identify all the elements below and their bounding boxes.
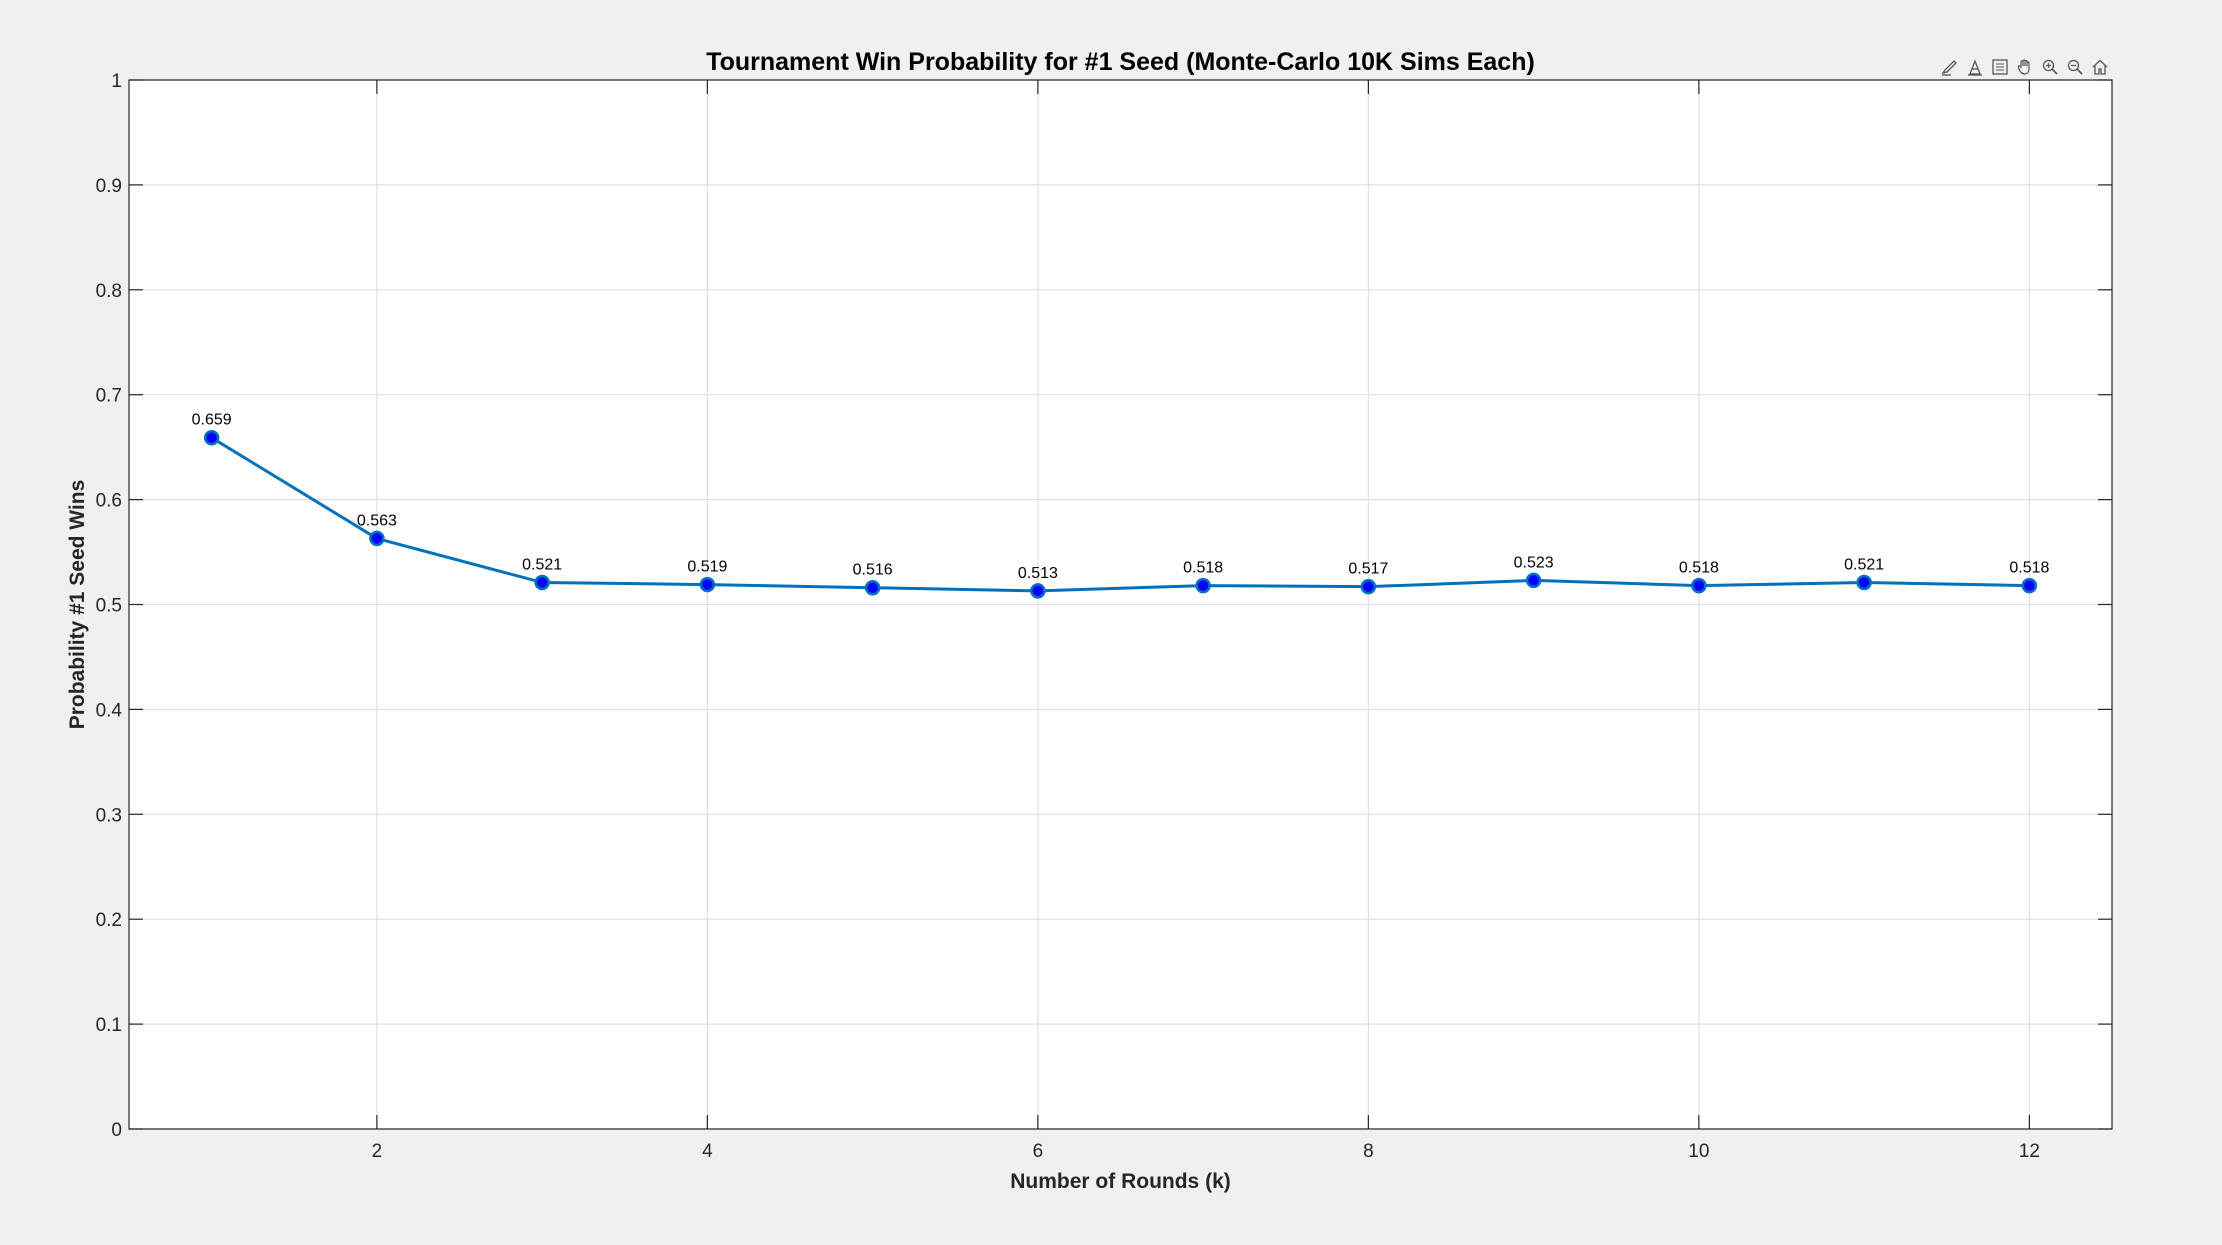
x-tick-label: 8 — [1363, 1141, 1374, 1162]
data-point[interactable] — [1856, 574, 1872, 591]
data-point[interactable] — [1691, 577, 1707, 594]
data-label: 0.521 — [522, 556, 562, 573]
y-tick-label: 0.6 — [96, 491, 122, 512]
data-point[interactable] — [864, 579, 881, 596]
tick-labels: 2 4 6 8 10 12 0 0.1 0.2 0.3 0.4 0.5 0.6 0.7 0.8 0.9 1 — [96, 71, 2040, 1162]
axis-ticks — [129, 79, 2112, 1130]
legend-toggle-icon[interactable] — [1988, 56, 2011, 78]
zoom-out-icon[interactable] — [2063, 56, 2086, 78]
axes-toolbar — [1938, 56, 2111, 78]
y-axis-label: Probability #1 Seed Wins — [66, 480, 89, 730]
data-point[interactable] — [1525, 572, 1542, 589]
data-label: 0.513 — [1018, 565, 1058, 582]
pan-hand-icon[interactable] — [2013, 56, 2036, 78]
x-tick-label: 10 — [1688, 1141, 1709, 1162]
data-label: 0.521 — [1844, 556, 1884, 573]
y-tick-label: 0.3 — [96, 805, 122, 826]
y-tick-label: 0.8 — [96, 281, 122, 302]
y-tick-label: 0 — [111, 1120, 122, 1141]
x-axis-label: Number of Rounds (k) — [1010, 1170, 1231, 1193]
data-label: 0.518 — [1679, 560, 1719, 577]
data-point[interactable] — [534, 574, 550, 591]
data-label: 0.518 — [2009, 560, 2049, 577]
data-tips-icon[interactable] — [1963, 56, 1986, 78]
grid-lines — [129, 79, 2112, 1130]
data-point[interactable] — [699, 576, 716, 593]
home-icon[interactable] — [2088, 56, 2111, 78]
data-label: 0.518 — [1183, 560, 1223, 577]
y-tick-label: 1 — [111, 71, 122, 92]
data-label: 0.659 — [192, 412, 232, 429]
axes-box — [128, 79, 2113, 1130]
x-tick-label: 4 — [702, 1141, 713, 1162]
data-label: 0.517 — [1348, 561, 1388, 578]
data-label: 0.519 — [687, 559, 727, 576]
data-point[interactable] — [1195, 577, 1211, 594]
zoom-in-icon[interactable] — [2038, 56, 2061, 78]
data-series: 0.659 0.563 0.521 0.519 0.516 0.513 0.518 0.517… — [192, 412, 2049, 599]
y-tick-label: 0.7 — [96, 386, 122, 407]
series-line — [210, 436, 2030, 593]
data-point[interactable] — [1030, 583, 1046, 599]
y-tick-label: 0.5 — [96, 596, 122, 617]
y-tick-label: 0.4 — [96, 700, 123, 721]
data-point[interactable] — [369, 530, 385, 547]
y-tick-label: 0.9 — [96, 176, 122, 197]
data-label: 0.563 — [357, 512, 397, 529]
data-point[interactable] — [1360, 578, 1377, 595]
data-point[interactable] — [203, 429, 220, 446]
brush-icon[interactable] — [1938, 56, 1961, 78]
data-label: 0.516 — [853, 562, 893, 579]
chart-title: Tournament Win Probability for #1 Seed (… — [706, 48, 1535, 76]
x-tick-label: 2 — [372, 1141, 383, 1162]
data-point[interactable] — [2021, 577, 2038, 594]
data-label: 0.523 — [1514, 554, 1554, 571]
y-tick-label: 0.2 — [96, 910, 122, 931]
y-tick-label: 0.1 — [96, 1015, 122, 1036]
x-tick-label: 6 — [1033, 1141, 1044, 1162]
x-tick-label: 12 — [2019, 1141, 2040, 1162]
